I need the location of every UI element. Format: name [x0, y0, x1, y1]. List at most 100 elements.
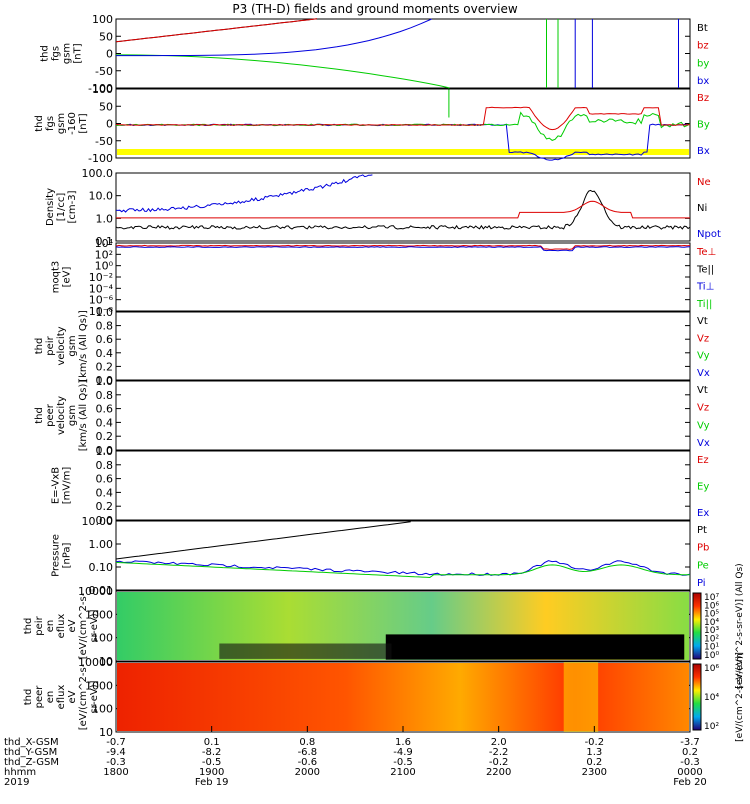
spectrogram-dark-region — [219, 643, 392, 659]
y-tick-label: 0.2 — [96, 430, 114, 443]
y-axis-label-line: eflux — [56, 685, 67, 710]
panel-frame — [115, 18, 691, 89]
y-axis-label-line: thd — [34, 338, 45, 355]
y-tick-label: 10⁻⁶ — [89, 294, 114, 307]
y-tick-label: -50 — [95, 65, 113, 78]
y-tick-label: 0 — [106, 118, 113, 131]
panel-frame — [115, 311, 691, 381]
y-axis-label-line: [nT] — [73, 43, 84, 63]
y-tick-label: 0.8 — [96, 459, 114, 472]
panel-1: 100 50 0 -50 -100 thd fgs gsm [nT] Bt bz by bx — [40, 13, 709, 118]
legend-entry: By — [697, 120, 710, 131]
legend-entry: Vz — [697, 403, 709, 414]
legend-entry: Vy — [697, 420, 710, 431]
y-axis-label-line: [1/cc] — [56, 193, 67, 222]
x-axis-value: 2.0 — [491, 737, 507, 748]
legend-entry: Ez — [697, 455, 709, 466]
y-tick-label: 0.4 — [96, 416, 114, 429]
y-axis-label-line: [eV/(cm^2-s- — [78, 663, 89, 730]
y-tick-label: 0.0 — [96, 444, 114, 457]
colorbar-tick-label: 10¹ — [704, 643, 719, 653]
y-axis-label: thd fgs gsm -160 [nT] — [34, 112, 89, 135]
y-tick-label: 10000 — [78, 585, 113, 598]
x-axis-value: -0.3 — [680, 757, 700, 768]
y-tick-label: 100 — [92, 632, 113, 645]
panel-frame — [115, 242, 691, 312]
x-axis-value: -6.8 — [298, 747, 318, 758]
colorbar-tick-label: 10³ — [704, 626, 719, 636]
legend-entry: Vz — [697, 333, 709, 344]
y-tick-label: 0 — [106, 48, 113, 61]
colorbar-tick-label: 10² — [704, 634, 719, 644]
legend-entry: Vx — [697, 368, 710, 379]
panel-frame — [115, 450, 691, 521]
data-trace — [115, 244, 691, 250]
legend-entry: Vt — [697, 316, 708, 327]
x-axis-value: 0.2 — [586, 757, 602, 768]
y-axis-label-line: velocity — [56, 326, 67, 365]
data-trace — [115, 521, 411, 560]
y-axis-label-line: eV — [67, 690, 78, 703]
x-axis-value: -0.5 — [393, 757, 413, 768]
data-trace — [115, 246, 691, 252]
x-axis-row-label: thd_Z-GSM — [4, 757, 59, 768]
y-axis-label-line: Density — [45, 188, 56, 226]
y-axis-label-line: peir — [45, 335, 56, 355]
spectrogram-fill — [117, 663, 689, 731]
legend-entry: Te|| — [696, 264, 714, 275]
x-axis-row-label: thd_X-GSM — [4, 737, 59, 748]
y-axis-label-line: -160 — [67, 112, 78, 135]
y-axis-label-line: [km/s (All Qs)] — [78, 380, 89, 452]
y-axis-label-line: E=-VxB — [51, 467, 62, 504]
y-axis-label-line: thd — [34, 115, 45, 132]
data-trace — [115, 18, 317, 43]
y-axis-label: E=-VxB [mV/m] — [51, 467, 73, 505]
y-axis-label-line: sr-eV)] — [89, 609, 100, 642]
y-tick-label: 1000 — [85, 679, 113, 692]
legend-entry: Te⊥ — [696, 247, 716, 258]
y-axis-label-line: [eV] — [62, 267, 73, 288]
y-axis-label-line: [mV/m] — [62, 467, 73, 505]
y-axis-label-line: thd — [34, 407, 45, 424]
x-axis-value: 2200 — [486, 767, 511, 778]
y-tick-label: 0.2 — [96, 500, 114, 513]
y-tick-label: 1.0 — [96, 375, 114, 388]
panel-frame — [115, 590, 691, 662]
x-axis-value: 1800 — [103, 767, 128, 778]
x-axis-value: 1900 — [199, 767, 224, 778]
figure-title: P3 (TH-D) fields and ground moments over… — [232, 2, 517, 16]
y-axis-label-line: en — [45, 620, 56, 633]
y-tick-label: 10⁰ — [95, 260, 114, 273]
colorbar-label-group: [eV/(cm^2-s-sr-eV)] (All Qs) — [735, 563, 745, 688]
y-axis-label-line: [cm-3] — [67, 190, 78, 223]
y-axis-label-line: [nT] — [78, 113, 89, 133]
y-axis-label-line: [km/s (All Qs)] — [78, 310, 89, 382]
legend-entry: Ti|| — [696, 299, 712, 310]
y-tick-label: 0.01 — [89, 584, 114, 597]
y-tick-label: 0.0 — [96, 514, 114, 527]
x-axis-value: 2000 — [295, 767, 320, 778]
y-axis-label: thd peer velocity gsm [km/s (All Qs)] — [34, 380, 89, 452]
y-tick-label: 0.6 — [96, 473, 114, 486]
y-tick-label: 10 — [99, 726, 113, 739]
y-tick-label: 1000 — [85, 608, 113, 621]
legend-entry: Npot — [697, 229, 721, 240]
legend-entry: Vt — [697, 385, 708, 396]
legend-entry: Ti⊥ — [696, 282, 714, 293]
legend-entry: Ey — [697, 482, 709, 493]
legend-entry: Bz — [697, 93, 709, 104]
spectrogram-bright-region — [563, 662, 599, 732]
y-axis-label: thd peir velocity gsm [km/s (All Qs)] — [34, 310, 89, 382]
colorbar-tick-label: 10⁶ — [704, 664, 719, 674]
x-axis-value: 1.6 — [395, 737, 411, 748]
y-axis-label: thd peer en eflux eV [eV/(cm^2-s-sr-eV)] — [23, 663, 100, 730]
panel-frame — [115, 520, 691, 591]
y-tick-label: 10² — [95, 248, 113, 261]
x-axis-row-label: thd_Y-GSM — [4, 747, 57, 758]
x-axis-year: 2019 — [4, 777, 29, 788]
y-tick-label: 100 — [92, 703, 113, 716]
